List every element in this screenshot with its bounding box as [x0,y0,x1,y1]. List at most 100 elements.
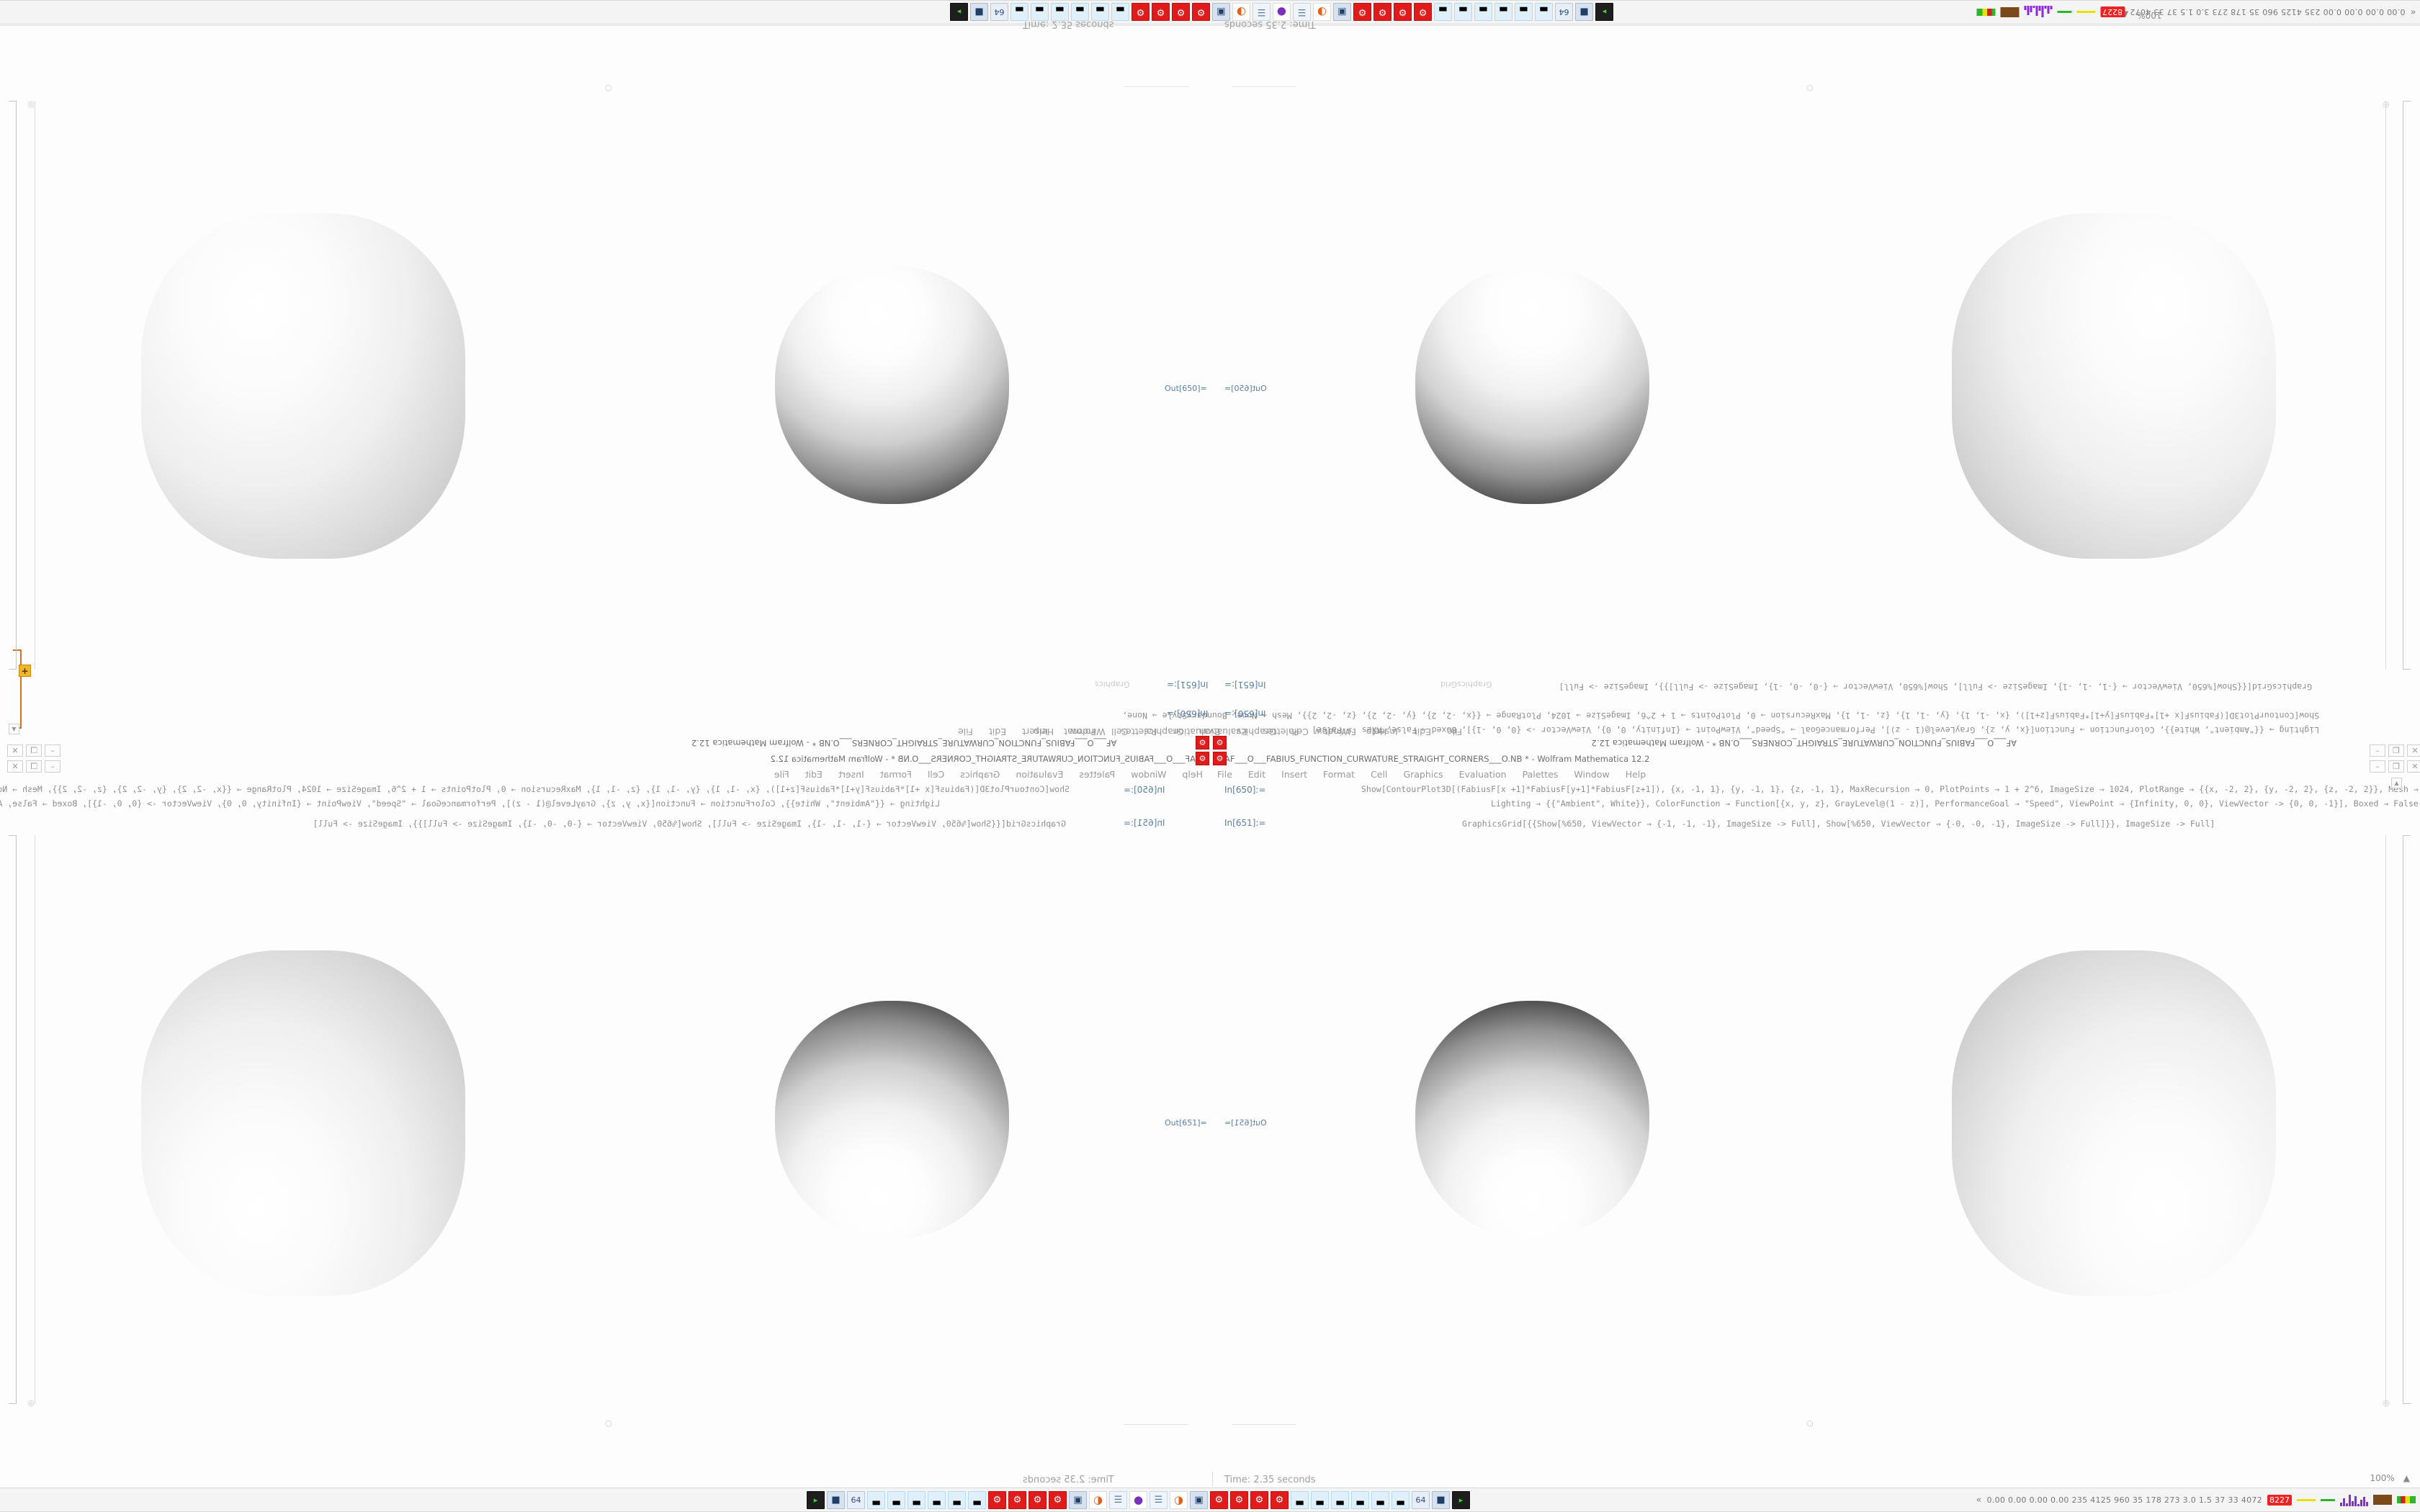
minimize-button-lm[interactable]: – [45,744,60,757]
menu-item-graphics[interactable]: Graphics [1403,768,1443,780]
menu-item-file[interactable]: File [774,768,789,780]
menu-item-format[interactable]: Format [879,768,912,780]
terminal-icon[interactable]: ▸ [950,3,968,22]
notebook-icon-4[interactable]: ▃ [1351,1490,1369,1509]
menu-item-insert[interactable]: Insert [1281,768,1307,780]
menu-item-palettes[interactable]: Palettes [1079,768,1116,780]
taskbar-icon-group[interactable]: ▸ ■ 64 ▃ ▃ ▃ ▃ ▃ ▃ ⚙ ⚙ ⚙ ⚙ ▣ ◑ ☰ ● ☰ ◑ ▣ ⚙ ⚙ ⚙ ⚙ ▃ ▃ ▃ ▃ ▃ ▃ 64 ■ ▸ [807,1490,1470,1509]
menu-item-format[interactable]: Format [1323,768,1355,780]
window-controls-left-mirror[interactable]: – ❐ ✕ [7,744,60,757]
menu-item-cell[interactable]: Cell [927,768,945,780]
notebook-icon-6[interactable]: ▃ [1535,3,1553,22]
minimize-button-l[interactable]: – [45,760,60,773]
mathematica-icon-2[interactable]: ⚙ [1373,3,1392,22]
menu-item-help[interactable]: Help [1182,768,1204,780]
display-settings-icon[interactable]: ▣ [1190,1490,1208,1509]
mathematica-icon-3[interactable]: ⚙ [1250,1490,1268,1509]
firefox-icon[interactable]: ◑ [1170,1490,1188,1509]
code-line-a2[interactable]: Lighting → {{"Ambient", White}}, ColorFu… [1491,798,2420,809]
code-line-a1[interactable]: Show[ContourPlot3D[(FabiusF[x +1]*Fabius… [1361,784,2420,794]
notebook-icon-1[interactable]: ▃ [1434,3,1452,22]
scroll-up-button-left[interactable]: ▼ [9,724,19,734]
mathematica-icon-1[interactable]: ⚙ [1353,3,1371,22]
monitor-icon[interactable]: ■ [970,3,988,22]
cell-bracket-left-1[interactable] [9,101,17,670]
maximize-button-l[interactable]: ❐ [26,760,42,773]
window-controls-left[interactable]: – ❐ ✕ [7,760,60,773]
menu-item-cell[interactable]: Cell [1371,768,1388,780]
titlebar-main-mirror[interactable]: AF___O___FABIUS_FUNCTION_CURWATURE_STRAI… [691,750,1196,768]
cell-bracket-right-2[interactable] [2403,835,2411,1404]
terminal-icon[interactable]: ▸ [1595,3,1613,22]
menu-item-insert[interactable]: Insert [838,768,864,780]
purple-app-icon[interactable]: ● [1129,1490,1147,1509]
close-button-lm[interactable]: ✕ [7,744,23,757]
notebook-icon-2[interactable]: ▃ [1311,1490,1329,1509]
terminal-icon[interactable]: ▸ [807,1490,825,1509]
notebook-icon-2[interactable]: ▃ [1454,3,1472,22]
menu-item-edit[interactable]: Edit [1247,768,1266,780]
menu-item-edit[interactable]: Edit [805,768,823,780]
monitor-icon[interactable]: ■ [827,1490,845,1509]
maximize-button-mirror[interactable]: ❐ [2388,744,2404,757]
menu-item-file[interactable]: File [1217,768,1232,780]
notebook-icon-5[interactable]: ▃ [887,1490,905,1509]
system-tray-mirror[interactable]: « 0.00 0.00 0.00 0.00 235 4125 960 35 178… [1976,2,2416,22]
titlebar-mirror-right[interactable]: AF___O___FABIUS_FUNCTION_CURWATURE_STRAI… [1224,734,2017,752]
notebook-icon-6[interactable]: ▃ [867,1490,885,1509]
mathematica-icon-1[interactable]: ⚙ [1049,1490,1067,1509]
close-button[interactable]: ✕ [2407,760,2420,773]
tray-expand-icon[interactable]: « [1976,1494,1982,1506]
notebook-icon-3[interactable]: ▃ [1474,3,1492,22]
notebook-icon-5[interactable]: ▃ [1371,1490,1389,1509]
menubar-main[interactable]: File Edit Insert Format Cell Graphics Evaluati… [1217,766,1646,782]
mathematica-icon-3[interactable]: ⚙ [1394,3,1412,22]
scroll-up-button-right[interactable]: ▲ [2391,778,2402,788]
display-settings-icon[interactable]: ▣ [1333,3,1351,22]
floppy-save-icon[interactable]: 64 [847,1490,865,1509]
notebook-icon-2[interactable]: ▃ [948,1490,966,1509]
close-button-l[interactable]: ✕ [7,760,23,773]
mathematica-icon-3[interactable]: ⚙ [1152,3,1170,22]
notebook-icon-3[interactable]: ▃ [1331,1490,1349,1509]
notebook-icon-3[interactable]: ▃ [928,1490,946,1509]
system-tray[interactable]: « 0.00 0.00 0.00 0.00 235 4125 960 35 178… [1976,1490,2416,1510]
notebook-icon-1[interactable]: ▃ [968,1490,986,1509]
notebook-icon-6[interactable]: ▃ [1392,1490,1410,1509]
terminal-icon[interactable]: ▸ [1452,1490,1470,1509]
text-editor-icon[interactable]: ☰ [1109,1490,1127,1509]
menu-item-evaluation[interactable]: Evaluation [1016,768,1064,780]
display-settings-icon[interactable]: ▣ [1069,1490,1087,1509]
minimize-button[interactable]: – [2370,760,2385,773]
mathematica-icon-1[interactable]: ⚙ [1210,1490,1228,1509]
notebook-icon-1[interactable]: ▃ [1291,1490,1309,1509]
menu-item-graphics[interactable]: Graphics [960,768,1000,780]
notebook-icon-5[interactable]: ▃ [1515,3,1533,22]
monitor-icon[interactable]: ■ [1432,1490,1450,1509]
mathematica-icon-4[interactable]: ⚙ [1131,3,1150,22]
floppy-save-icon[interactable]: 64 [990,3,1008,22]
firefox-icon[interactable]: ◑ [1313,3,1331,22]
menu-item-help[interactable]: Help [1625,768,1646,780]
cell-bracket-right-1[interactable] [2403,101,2411,670]
firefox-icon[interactable]: ◑ [1089,1490,1107,1509]
menu-item-evaluation[interactable]: Evaluation [1458,768,1507,780]
maximize-button-lm[interactable]: ❐ [26,744,42,757]
menu-item-window[interactable]: Window [1574,768,1610,780]
mathematica-icon-4[interactable]: ⚙ [1414,3,1432,22]
insert-cell-plus-button[interactable]: + [19,665,31,677]
mathematica-icon-2[interactable]: ⚙ [1230,1490,1248,1509]
mathematica-icon-2[interactable]: ⚙ [1172,3,1190,22]
mathematica-icon-4[interactable]: ⚙ [1270,1490,1289,1509]
mathematica-icon-2[interactable]: ⚙ [1028,1490,1047,1509]
code-line-b[interactable]: GraphicsGrid[{{Show[%650, ViewVector → {… [1462,819,2215,829]
titlebar-main[interactable]: AF___O___FABIUS_FUNCTION_CURWATURE_STRAI… [1224,750,2089,768]
floppy-save-icon[interactable]: 64 [1412,1490,1430,1509]
notebook-icon-4[interactable]: ▃ [1494,3,1512,22]
titlebar-mirror-left[interactable]: AF___O___FABIUS_FUNCTION_CURWATURE_STRAI… [691,734,1196,752]
menubar-main-mirror[interactable]: Help Window Palettes Evaluation Graphics Cell… [774,766,1204,782]
mathematica-icon-4[interactable]: ⚙ [988,1490,1006,1509]
tray-expand-icon[interactable]: « [2410,6,2416,18]
mathematica-icon-3[interactable]: ⚙ [1008,1490,1026,1509]
cell-bracket-left-2[interactable] [9,835,17,1404]
